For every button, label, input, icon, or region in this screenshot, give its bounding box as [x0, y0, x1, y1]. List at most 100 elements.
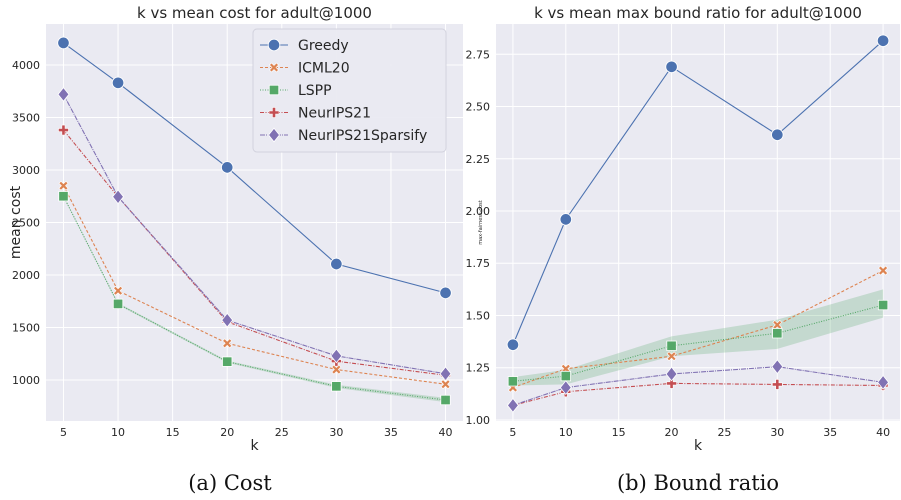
cost-x-tick-label: 15: [166, 426, 180, 439]
bound-neurips21sparsify-point-shape: [771, 359, 784, 375]
cost-y-tick-label: 4000: [12, 59, 40, 72]
bound-x-axis-label: k: [694, 438, 703, 454]
cost-y-tick-label: 2500: [12, 217, 40, 230]
bound-lspp-point: [666, 340, 677, 351]
bound-neurips21sparsify-point: [559, 380, 572, 396]
bound-neurips21-point: [666, 378, 677, 389]
cost-greedy-point: [111, 76, 125, 90]
bound-greedy-point-shape: [559, 213, 573, 226]
cost-neurips21sparsify-point: [330, 348, 343, 364]
cost-lspp-point: [58, 191, 69, 202]
bound-lspp-point-shape: [666, 340, 677, 351]
legend-marker-lspp: [268, 84, 280, 96]
bound-icml20-point-shape: [772, 319, 783, 330]
bound-neurips21-point-shape: [666, 378, 677, 389]
bound-x-tick-label: 10: [559, 426, 573, 439]
caption-a: (a) Cost: [188, 471, 272, 495]
cost-x-tick-label: 35: [384, 426, 398, 439]
cost-x-tick-label: 10: [111, 426, 125, 439]
cost-y-tick-label: 3500: [12, 111, 40, 124]
bound-x-tick-label: 25: [717, 426, 731, 439]
cost-x-tick-label: 5: [60, 426, 67, 439]
legend-marker-greedy-shape: [267, 38, 281, 52]
cost-icml20-point-shape: [58, 180, 69, 191]
bound-x-tick-label: 20: [665, 426, 679, 439]
bound-y-tick-label: 1.00: [466, 414, 491, 427]
cost-greedy-point-shape: [111, 76, 125, 90]
cost-y-tick-label: 3000: [12, 164, 40, 177]
cost-x-axis-label: k: [250, 438, 259, 454]
legend-marker-neurips21sparsify-shape: [268, 127, 280, 143]
cost-x-tick-label: 30: [329, 426, 343, 439]
cost-greedy-point: [57, 36, 70, 50]
bound-greedy-point: [559, 213, 573, 226]
bound-lspp-point: [877, 299, 889, 311]
cost-neurips21sparsify-point-shape: [221, 312, 234, 328]
cost-lspp-point: [331, 381, 342, 392]
bound-greedy-point: [665, 60, 678, 74]
bound-y-tick-label: 2.25: [466, 153, 491, 166]
cost-neurips21-line: [63, 129, 446, 376]
bound-greedy-point-shape: [506, 338, 520, 351]
cost-icml20-point: [331, 364, 342, 375]
cost-lspp-point-shape: [112, 298, 124, 310]
legend-marker-neurips21sparsify: [268, 127, 280, 143]
bound-y-tick-label: 2.00: [466, 205, 491, 218]
bound-x-tick-label: 15: [612, 426, 626, 439]
bound-neurips21sparsify-point-shape: [559, 380, 572, 396]
bound-icml20-point: [878, 265, 889, 276]
bound-neurips21-point: [772, 379, 783, 390]
bound-neurips21sparsify-point: [665, 366, 678, 382]
cost-neurips21sparsify-point-shape: [330, 348, 343, 364]
bound-y-tick-label: 1.50: [466, 309, 491, 322]
cost-chart-title: k vs mean cost for adult@1000: [137, 4, 372, 22]
cost-x-tick-label: 20: [220, 426, 234, 439]
cost-icml20-point: [440, 379, 451, 390]
bound-greedy-point: [506, 338, 520, 351]
bound-lspp-point-shape: [560, 370, 571, 382]
cost-icml20-point: [222, 338, 233, 349]
bound-lspp-point-shape: [772, 328, 783, 339]
legend-marker-icml20: [269, 62, 279, 73]
bound-y-tick-label: 1.25: [466, 362, 491, 375]
bound-icml20-point-shape: [666, 351, 677, 362]
cost-lspp-line: [62, 195, 446, 401]
cost-neurips21sparsify-point-shape: [439, 366, 452, 382]
legend-label-greedy: Greedy: [298, 38, 349, 54]
cost-lspp-point-shape: [331, 381, 342, 392]
cost-y-tick-label: 1500: [12, 322, 40, 335]
cost-neurips21sparsify-point: [439, 366, 452, 382]
cost-neurips21sparsify-point-shape: [112, 189, 124, 205]
cost-neurips21-point: [58, 124, 69, 136]
cost-greedy-point-shape: [220, 161, 234, 174]
legend-marker-greedy: [267, 38, 281, 52]
cost-lspp-point: [440, 394, 451, 406]
legend-marker-lspp-shape: [268, 84, 280, 96]
bound-lspp-confidence-band: [512, 289, 884, 386]
bound-x-tick-label: 5: [509, 426, 516, 439]
bound-y-tick-label: 2.50: [466, 101, 491, 114]
legend-box: [252, 28, 447, 153]
cost-greedy-point: [220, 161, 234, 174]
bound-lspp-point-shape: [877, 299, 889, 311]
bound-lspp-point: [560, 370, 571, 382]
legend-marker-neurips21-shape: [268, 107, 280, 118]
cost-icml20-point-shape: [113, 285, 123, 296]
cost-icml20-point: [58, 180, 69, 191]
legend-marker-neurips21: [268, 107, 280, 118]
cost-greedy-point-shape: [330, 257, 343, 271]
bound-icml20-point: [772, 319, 783, 330]
cost-legend: Greedy ICML20 LSPP NeurIPS21 NeurIPS21Sparsi…: [252, 28, 447, 153]
bound-y-axis-label: max-fairness-cost: [478, 200, 484, 245]
cost-neurips21-point-shape: [58, 124, 69, 136]
bound-neurips21-point-shape: [772, 379, 783, 390]
bound-neurips21sparsify-point: [506, 397, 519, 413]
cost-greedy-point: [330, 257, 343, 271]
cost-greedy-point-shape: [439, 286, 452, 300]
bound-y-tick-label: 2.75: [466, 48, 491, 61]
cost-icml20-point-shape: [440, 379, 451, 390]
cost-lspp-point: [222, 356, 233, 367]
cost-lspp-point-shape: [440, 394, 451, 406]
cost-greedy-point-shape: [57, 36, 70, 50]
cost-y-axis-label: mean cost: [8, 185, 24, 259]
